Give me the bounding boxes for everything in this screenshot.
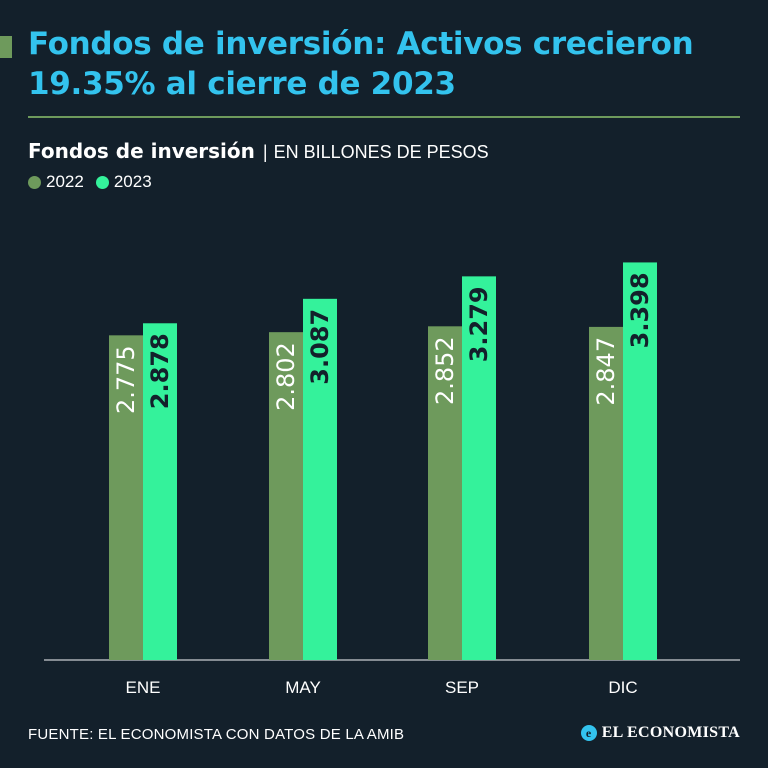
bar-2023-may xyxy=(303,298,337,660)
legend-swatch-2023 xyxy=(95,175,109,189)
chart-unit: EN BILLONES DE PESOS xyxy=(273,142,489,162)
data-label-2023-ene: 2.878 xyxy=(146,333,174,409)
brand-mark-icon: e xyxy=(580,725,597,741)
chart-subtitle: Fondos de inversión | EN BILLONES DE PESOS xyxy=(28,139,489,163)
data-label-2023-sep: 3.279 xyxy=(465,286,493,362)
x-tick-label-may: MAY xyxy=(285,678,321,697)
chart-title: Fondos de inversión xyxy=(28,139,255,163)
data-label-2022-dic: 2.847 xyxy=(592,337,620,406)
brand-name: EL ECONOMISTA xyxy=(601,724,740,741)
x-tick-label-sep: SEP xyxy=(445,678,479,697)
title-divider xyxy=(28,116,740,118)
brand-logo: e EL ECONOMISTA xyxy=(580,724,740,742)
data-label-2022-ene: 2.775 xyxy=(112,345,140,414)
legend-item-2023: 2023 xyxy=(95,172,152,192)
data-label-2023-may: 3.087 xyxy=(306,309,334,385)
bar-2022-sep xyxy=(428,326,462,660)
x-tick-label-ene: ENE xyxy=(126,678,161,697)
accent-bar xyxy=(0,36,12,58)
legend-label-2022: 2022 xyxy=(46,172,84,191)
data-label-2023-dic: 3.398 xyxy=(626,272,654,348)
bar-2023-ene xyxy=(143,323,177,660)
bar-2022-dic xyxy=(589,326,623,660)
legend-label-2023: 2023 xyxy=(113,172,152,191)
bar-2022-ene xyxy=(109,335,143,660)
x-tick-label-dic: DIC xyxy=(608,678,637,697)
bar-2023-dic xyxy=(623,262,657,660)
legend-item-2022: 2022 xyxy=(28,172,84,192)
source-note: FUENTE: EL ECONOMISTA CON DATOS DE LA AM… xyxy=(28,726,405,743)
data-label-2022-sep: 2.852 xyxy=(431,336,459,405)
headline: Fondos de inversión: Activos crecieron 1… xyxy=(28,26,694,102)
data-label-2022-may: 2.802 xyxy=(272,342,300,411)
subtitle-separator: | xyxy=(262,142,268,162)
bar-2022-may xyxy=(269,332,303,660)
legend: 2022 2023 xyxy=(28,172,164,192)
legend-swatch-2022 xyxy=(28,175,41,189)
bar-2023-sep xyxy=(462,276,496,660)
